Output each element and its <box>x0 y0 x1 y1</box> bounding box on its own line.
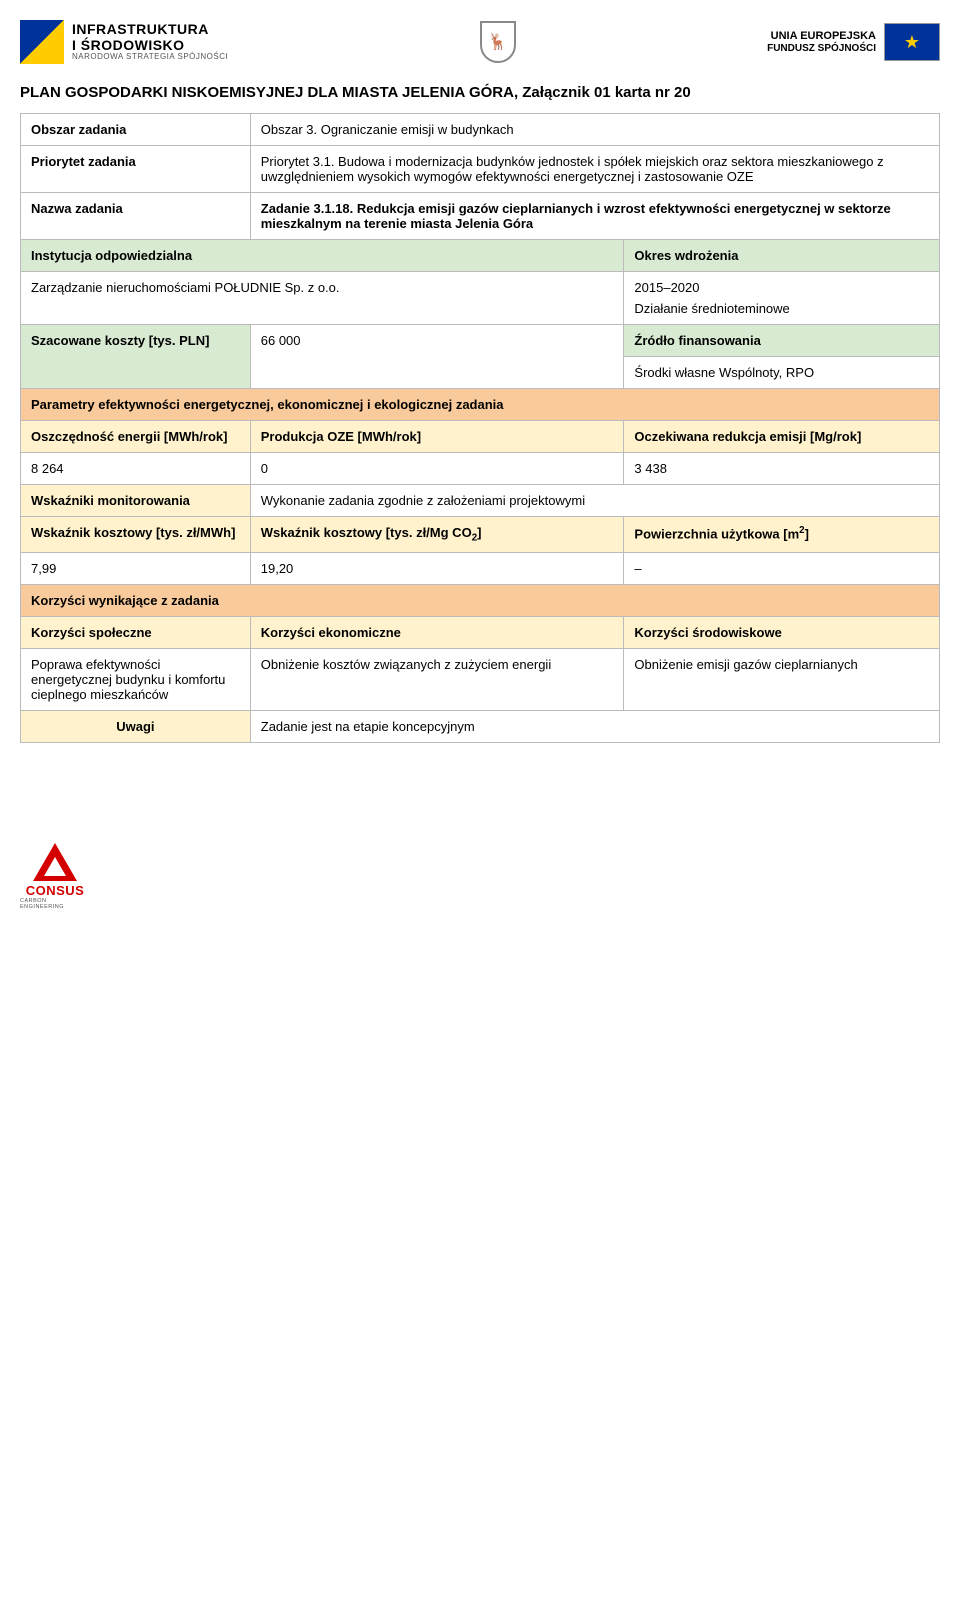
pow-value: – <box>624 552 940 584</box>
pow-label: Powierzchnia użytkowa [m2] <box>624 517 940 553</box>
inst-value: Zarządzanie nieruchomościami POŁUDNIE Sp… <box>21 272 624 325</box>
infra-line3: NARODOWA STRATEGIA SPÓJNOŚCI <box>72 53 228 62</box>
row-inst-okres-val: Zarządzanie nieruchomościami POŁUDNIE Sp… <box>21 272 940 325</box>
consus-name: CONSUS <box>26 883 85 898</box>
row-korz-cols: Korzyści społeczne Korzyści ekonomiczne … <box>21 616 940 648</box>
eu-line1: UNIA EUROPEJSKA <box>767 30 876 42</box>
okres-value: 2015–2020 Działanie średnioteminowe <box>624 272 940 325</box>
okres-value-2: Działanie średnioteminowe <box>634 301 929 316</box>
nazwa-value: Zadanie 3.1.18. Redukcja emisji gazów ci… <box>250 193 939 240</box>
zrodlo-value: Środki własne Wspólnoty, RPO <box>624 357 940 389</box>
row-korz-hdr: Korzyści wynikające z zadania <box>21 584 940 616</box>
wk2-post: ] <box>477 525 481 540</box>
eu-flag-icon: ★ <box>884 23 940 61</box>
row-uwagi: Uwagi Zadanie jest na etapie koncepcyjny… <box>21 710 940 742</box>
oszcz-value: 8 264 <box>21 453 251 485</box>
pow-post: ] <box>805 526 809 541</box>
param-hdr: Parametry efektywności energetycznej, ek… <box>21 389 940 421</box>
infrastruktura-icon <box>20 20 64 64</box>
wsk-mon-value: Wykonanie zadania zgodnie z założeniami … <box>250 485 939 517</box>
obszar-label: Obszar zadania <box>21 114 251 146</box>
ks-value: Poprawa efektywności energetycznej budyn… <box>21 648 251 710</box>
inst-label: Instytucja odpowiedzialna <box>21 240 624 272</box>
consus-sub: CARBON ENGINEERING <box>20 898 90 910</box>
logo-infrastruktura: INFRASTRUKTURA I ŚRODOWISKO NARODOWA STR… <box>20 20 228 64</box>
row-koszty-hdr: Szacowane koszty [tys. PLN] 66 000 Źródł… <box>21 325 940 357</box>
wk1-value: 7,99 <box>21 552 251 584</box>
wk2-label: Wskaźnik kosztowy [tys. zł/Mg CO2] <box>250 517 624 553</box>
row-obszar: Obszar zadania Obszar 3. Ograniczanie em… <box>21 114 940 146</box>
ks-label: Korzyści społeczne <box>21 616 251 648</box>
red-value: 3 438 <box>624 453 940 485</box>
row-nazwa: Nazwa zadania Zadanie 3.1.18. Redukcja e… <box>21 193 940 240</box>
ke-value: Obniżenie kosztów związanych z zużyciem … <box>250 648 624 710</box>
row-param-vals: 8 264 0 3 438 <box>21 453 940 485</box>
wk1-label: Wskaźnik kosztowy [tys. zł/MWh] <box>21 517 251 553</box>
oszcz-label: Oszczędność energii [MWh/rok] <box>21 421 251 453</box>
obszar-value: Obszar 3. Ograniczanie emisji w budynkac… <box>250 114 939 146</box>
korz-hdr: Korzyści wynikające z zadania <box>21 584 940 616</box>
okres-value-1: 2015–2020 <box>634 280 929 295</box>
infra-line1: INFRASTRUKTURA <box>72 22 228 37</box>
row-wk-hdr: Wskaźnik kosztowy [tys. zł/MWh] Wskaźnik… <box>21 517 940 553</box>
eu-line2: FUNDUSZ SPÓJNOŚCI <box>767 43 876 54</box>
koszty-value: 66 000 <box>250 325 624 389</box>
coat-of-arms-icon: 🦌 <box>480 21 516 63</box>
row-priorytet: Priorytet zadania Priorytet 3.1. Budowa … <box>21 146 940 193</box>
row-inst-okres-hdr: Instytucja odpowiedzialna Okres wdrożeni… <box>21 240 940 272</box>
ksr-label: Korzyści środowiskowe <box>624 616 940 648</box>
document-title: PLAN GOSPODARKI NISKOEMISYJNEJ DLA MIAST… <box>20 84 940 101</box>
infra-line2: I ŚRODOWISKO <box>72 38 228 53</box>
logo-coat-of-arms: 🦌 <box>480 21 516 63</box>
header-logos: INFRASTRUKTURA I ŚRODOWISKO NARODOWA STR… <box>20 20 940 64</box>
wsk-mon-label: Wskaźniki monitorowania <box>21 485 251 517</box>
row-korz-vals: Poprawa efektywności energetycznej budyn… <box>21 648 940 710</box>
row-param-cols: Oszczędność energii [MWh/rok] Produkcja … <box>21 421 940 453</box>
zrodlo-label: Źródło finansowania <box>624 325 940 357</box>
okres-label: Okres wdrożenia <box>624 240 940 272</box>
eu-text: UNIA EUROPEJSKA FUNDUSZ SPÓJNOŚCI <box>767 30 876 53</box>
pow-pre: Powierzchnia użytkowa [m <box>634 526 799 541</box>
ke-label: Korzyści ekonomiczne <box>250 616 624 648</box>
row-wsk-mon: Wskaźniki monitorowania Wykonanie zadani… <box>21 485 940 517</box>
footer-logo: CONSUS CARBON ENGINEERING <box>20 843 90 910</box>
red-label: Oczekiwana redukcja emisji [Mg/rok] <box>624 421 940 453</box>
koszty-label: Szacowane koszty [tys. PLN] <box>21 325 251 389</box>
priorytet-value: Priorytet 3.1. Budowa i modernizacja bud… <box>250 146 939 193</box>
prod-label: Produkcja OZE [MWh/rok] <box>250 421 624 453</box>
row-param-hdr: Parametry efektywności energetycznej, ek… <box>21 389 940 421</box>
logo-eu: UNIA EUROPEJSKA FUNDUSZ SPÓJNOŚCI ★ <box>767 23 940 61</box>
wk2-pre: Wskaźnik kosztowy [tys. zł/Mg CO <box>261 525 472 540</box>
ksr-value: Obniżenie emisji gazów cieplarnianych <box>624 648 940 710</box>
uwagi-value: Zadanie jest na etapie koncepcyjnym <box>250 710 939 742</box>
uwagi-label: Uwagi <box>21 710 251 742</box>
consus-triangle-icon <box>33 843 77 881</box>
infrastruktura-text: INFRASTRUKTURA I ŚRODOWISKO NARODOWA STR… <box>72 22 228 62</box>
priorytet-label: Priorytet zadania <box>21 146 251 193</box>
nazwa-label: Nazwa zadania <box>21 193 251 240</box>
row-wk-vals: 7,99 19,20 – <box>21 552 940 584</box>
prod-value: 0 <box>250 453 624 485</box>
wk2-value: 19,20 <box>250 552 624 584</box>
data-table: Obszar zadania Obszar 3. Ograniczanie em… <box>20 113 940 743</box>
